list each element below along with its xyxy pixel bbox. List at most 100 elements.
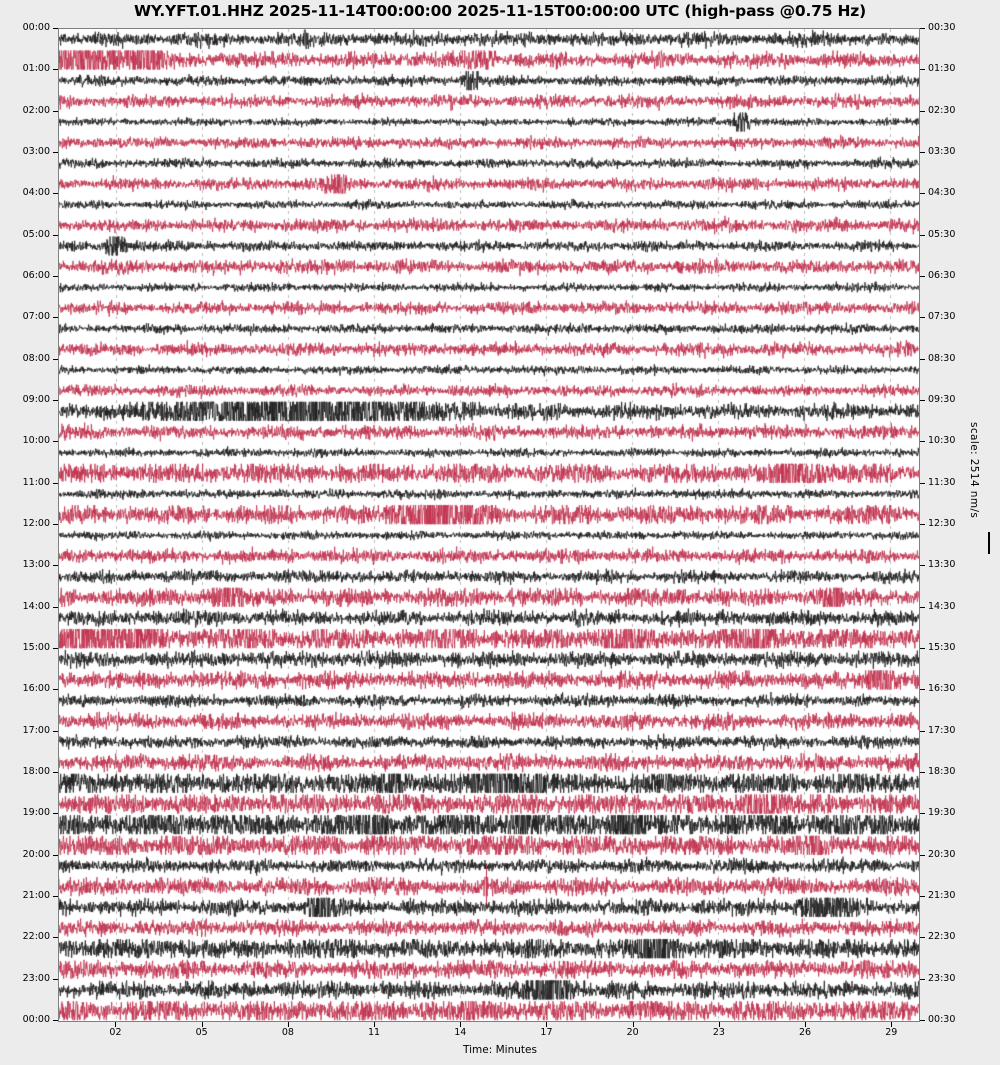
right-tick-mark	[920, 482, 925, 484]
left-tick-mark	[53, 772, 58, 773]
x-tick-mark	[546, 1022, 548, 1027]
amplitude-scale-label: scale: 2514 nm/s	[968, 422, 980, 519]
left-time-label: 02:00	[22, 104, 50, 116]
left-tick-mark	[53, 400, 58, 401]
right-time-label: 23:30	[928, 972, 956, 984]
right-tick-mark	[920, 234, 925, 236]
x-tick-label: 17	[540, 1027, 553, 1038]
x-tick-mark	[805, 1022, 807, 1027]
x-tick-mark	[287, 1022, 289, 1027]
right-time-label: 02:30	[928, 104, 956, 116]
x-tick-mark	[460, 1022, 462, 1027]
left-time-label: 19:00	[22, 807, 50, 819]
amplitude-scale-bar	[988, 532, 990, 554]
x-tick-mark	[632, 1022, 634, 1027]
right-time-label: 09:30	[928, 394, 956, 405]
right-time-label: 18:30	[928, 766, 956, 777]
right-tick-mark	[920, 896, 925, 897]
x-tick-label: 20	[626, 1027, 639, 1038]
left-tick-mark	[53, 441, 58, 443]
right-time-label: 04:30	[928, 187, 956, 199]
left-tick-mark	[53, 689, 58, 691]
left-time-label: 04:00	[22, 187, 50, 199]
x-tick-label: 29	[885, 1027, 898, 1038]
left-time-label: 17:00	[22, 724, 50, 736]
left-time-label: 03:00	[22, 146, 50, 157]
right-time-label: 13:30	[928, 559, 956, 571]
right-time-label: 15:30	[928, 642, 956, 653]
left-tick-mark	[53, 565, 58, 567]
right-tick-mark	[920, 110, 925, 112]
left-time-label: 05:00	[22, 228, 50, 240]
x-tick-mark	[891, 1022, 893, 1027]
right-tick-mark	[920, 28, 925, 29]
x-tick-label: 26	[799, 1027, 812, 1038]
right-tick-mark	[920, 813, 925, 815]
left-tick-mark	[53, 524, 58, 525]
right-time-label: 05:30	[928, 228, 956, 240]
left-time-label: 13:00	[22, 559, 50, 571]
x-tick-mark	[374, 1022, 376, 1027]
right-tick-mark	[920, 358, 925, 360]
seismogram-trace-canvas	[59, 29, 919, 1021]
left-tick-mark	[53, 69, 58, 71]
right-time-label: 00:30	[928, 22, 956, 33]
right-time-label: 19:30	[928, 807, 956, 819]
left-tick-mark	[53, 648, 58, 649]
left-tick-mark	[53, 854, 58, 856]
right-time-label: 07:30	[928, 311, 956, 323]
left-time-label: 00:00	[22, 22, 50, 33]
right-time-label: 14:30	[928, 600, 956, 612]
right-tick-mark	[920, 193, 925, 195]
left-time-label: 22:00	[22, 931, 50, 943]
x-tick-label: 05	[195, 1027, 208, 1038]
left-time-label: 12:00	[22, 518, 50, 529]
left-tick-mark	[53, 234, 58, 236]
right-tick-mark	[920, 772, 925, 773]
x-axis-title: Time: Minutes	[463, 1044, 537, 1056]
right-time-label: 08:30	[928, 352, 956, 364]
left-time-label: 16:00	[22, 683, 50, 695]
right-tick-mark	[920, 317, 925, 319]
right-time-label: 17:30	[928, 724, 956, 736]
left-time-label: 11:00	[22, 476, 50, 488]
left-tick-mark	[53, 730, 58, 732]
right-tick-mark	[920, 730, 925, 732]
right-tick-mark	[920, 648, 925, 649]
left-time-label: 06:00	[22, 270, 50, 281]
x-tick-label: 08	[281, 1027, 294, 1038]
left-time-label: 20:00	[22, 848, 50, 860]
right-time-label: 20:30	[928, 848, 956, 860]
left-time-label: 18:00	[22, 766, 50, 777]
right-tick-mark	[920, 854, 925, 856]
left-tick-mark	[53, 28, 58, 29]
left-tick-mark	[53, 110, 58, 112]
left-time-label: 07:00	[22, 311, 50, 323]
right-tick-mark	[920, 152, 925, 153]
right-tick-mark	[920, 441, 925, 443]
left-time-label: 21:00	[22, 890, 50, 901]
left-tick-mark	[53, 937, 58, 939]
left-tick-mark	[53, 482, 58, 484]
left-tick-mark	[53, 978, 58, 980]
left-tick-mark	[53, 276, 58, 277]
left-time-label: 14:00	[22, 600, 50, 612]
right-tick-mark	[920, 937, 925, 939]
seismogram-plot-area	[58, 28, 920, 1022]
right-tick-mark	[920, 606, 925, 608]
left-tick-mark	[53, 606, 58, 608]
left-time-label: 01:00	[22, 63, 50, 75]
left-tick-mark	[53, 317, 58, 319]
left-time-label: 09:00	[22, 394, 50, 405]
left-tick-mark	[53, 896, 58, 897]
left-time-label: 10:00	[22, 435, 50, 447]
left-time-label: 00:00	[22, 1014, 50, 1025]
right-time-label: 22:30	[928, 931, 956, 943]
left-time-label: 08:00	[22, 352, 50, 364]
x-tick-label: 14	[454, 1027, 467, 1038]
left-tick-mark	[53, 813, 58, 815]
x-tick-label: 02	[109, 1027, 122, 1038]
right-time-label: 16:30	[928, 683, 956, 695]
left-tick-mark	[53, 358, 58, 360]
